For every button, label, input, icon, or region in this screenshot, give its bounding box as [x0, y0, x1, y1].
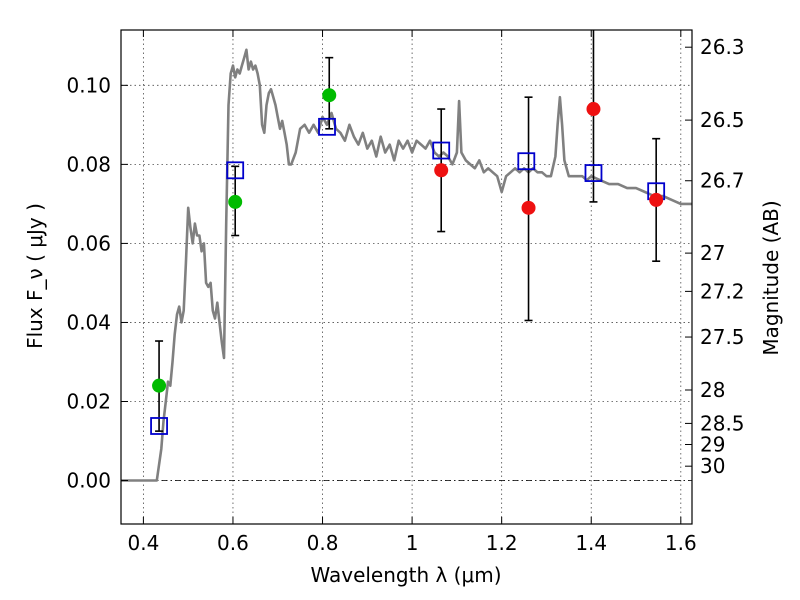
- axis-ticks: 0.4 0.6 0.8 1 1.2 1.4 1.6 0.00 0.02 0.04 0.06 0.08 0…: [66, 30, 745, 555]
- y-axis-label: Flux F_ν ( μJy ): [23, 203, 47, 349]
- red-data-point: [521, 200, 536, 215]
- y-tick-label: 0.08: [66, 152, 111, 176]
- model-square-marker: [432, 141, 451, 160]
- mag-tick-label: 28.5: [700, 411, 745, 435]
- x-tick-label: 1.6: [665, 531, 697, 555]
- x-tick-label: 0.4: [127, 531, 159, 555]
- y-tick-label: 0.00: [66, 469, 111, 493]
- model-sed-line: [121, 48, 692, 482]
- x-tick-label: 0.8: [307, 531, 339, 555]
- mag-tick-label: 28: [700, 378, 725, 402]
- mag-tick-label: 27.2: [700, 279, 745, 303]
- model-square-marker: [318, 117, 336, 136]
- model-square-marker: [226, 161, 245, 180]
- data-layer: [121, 30, 692, 482]
- green-data-point: [322, 88, 337, 103]
- model-square-marker: [517, 152, 536, 171]
- green-data-point: [152, 378, 167, 393]
- y-tick-label: 0.04: [66, 310, 111, 334]
- x-tick-label: 0.6: [217, 531, 249, 555]
- mag-tick-label: 26.5: [700, 108, 745, 132]
- green-data-point: [228, 194, 243, 209]
- x-axis-label: Wavelength λ (μm): [310, 563, 501, 587]
- mag-tick-label: 27: [700, 241, 725, 265]
- red-data-point: [586, 102, 601, 117]
- y-tick-label: 0.06: [66, 231, 111, 255]
- mag-tick-label: 26.3: [700, 35, 745, 59]
- mag-tick-label: 29: [700, 432, 725, 456]
- mag-tick-label: 26.7: [700, 169, 745, 193]
- mag-tick-label: 27.5: [700, 325, 745, 349]
- red-data-point: [434, 163, 449, 178]
- grid-lines: [121, 30, 692, 524]
- x-tick-label: 1: [406, 531, 419, 555]
- x-tick-label: 1.2: [486, 531, 518, 555]
- y-tick-label: 0.02: [66, 389, 111, 413]
- mag-tick-label: 30: [700, 454, 725, 478]
- model-square-marker: [150, 417, 168, 435]
- red-data-point: [649, 192, 664, 207]
- y2-axis-label: Magnitude (AB): [759, 200, 783, 355]
- plot-frame: [120, 29, 693, 525]
- x-tick-label: 1.4: [575, 531, 607, 555]
- y-tick-label: 0.10: [66, 73, 111, 97]
- model-square-marker: [584, 164, 603, 182]
